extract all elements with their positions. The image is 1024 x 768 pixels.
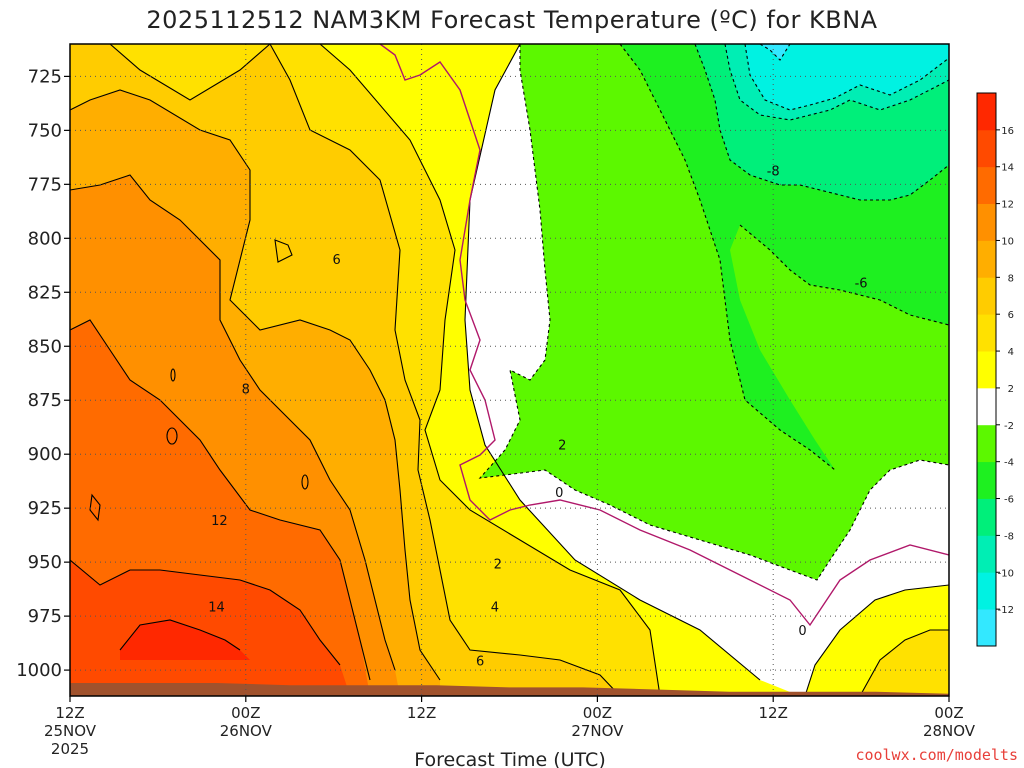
colorbar-swatch (977, 387, 996, 426)
colorbar-label: 12 (1001, 200, 1014, 211)
contour-label: 12 (211, 514, 228, 529)
x-tick-label: 28NOV (923, 722, 976, 740)
colorbar-swatch (977, 240, 996, 278)
colorbar-label: 6 (1008, 310, 1014, 321)
colorbar-label: -2 (1004, 421, 1014, 432)
y-tick-label: 900 (28, 444, 62, 465)
x-axis-label: Forecast Time (UTC) (414, 749, 605, 768)
colorbar-swatch (977, 351, 996, 389)
x-tick-label: 00Z (231, 704, 260, 722)
contour-label: 0 (798, 624, 806, 639)
x-tick-label: 25NOV (44, 722, 97, 740)
y-tick-label: 725 (28, 66, 62, 87)
chart-title: 2025112512 NAM3KM Forecast Temperature (… (146, 6, 877, 34)
contour-label: 0 (555, 486, 563, 501)
colorbar-swatch (977, 314, 996, 352)
colorbar: -12 -10 -8 -6 -4 -2 2 4 6 8 10 12 14 16 (976, 92, 1014, 647)
y-axis: 725 750 775 800 825 850 875 900 925 950 975 1000 (16, 66, 70, 681)
colorbar-swatch (977, 129, 996, 168)
ground-surface (70, 683, 949, 696)
y-tick-label: 1000 (16, 660, 62, 681)
contour-label: 8 (242, 382, 250, 397)
x-tick-label: 12Z (759, 704, 788, 722)
credit-text: coolwx.com/modelts (855, 746, 1018, 764)
colorbar-frame (976, 92, 997, 647)
colorbar-swatch (977, 498, 996, 536)
contour-label: 2 (558, 439, 566, 454)
y-tick-label: 750 (28, 120, 62, 141)
contour-label: -8 (767, 164, 780, 179)
colorbar-swatch (977, 203, 996, 241)
colorbar-label: -4 (1004, 458, 1014, 469)
colorbar-label: 8 (1008, 273, 1014, 284)
colorbar-swatch (977, 535, 996, 573)
x-tick-label: 2025 (51, 740, 89, 758)
colorbar-swatch (977, 166, 996, 204)
isotherm-lines (70, 44, 949, 696)
colorbar-label: -10 (998, 568, 1014, 579)
band-16-to-18 (120, 620, 250, 660)
contour-labels: 6 8 12 14 2 4 6 2 0 0 -8 -6 (208, 164, 868, 669)
grid-lines (70, 44, 949, 696)
contour-label: -6 (855, 277, 868, 292)
contour-label: 14 (208, 600, 225, 615)
negative-isotherms (478, 44, 949, 581)
colorbar-swatch (977, 424, 996, 463)
x-tick-label: 12Z (55, 704, 84, 722)
y-tick-label: 800 (28, 228, 62, 249)
band-late-4-to-6 (860, 630, 949, 696)
band-14-to-16 (70, 560, 350, 696)
colorbar-label: 4 (1008, 347, 1014, 358)
contour-label: 4 (491, 600, 499, 615)
x-tick-label: 00Z (583, 704, 612, 722)
x-tick-label: 27NOV (571, 722, 624, 740)
contour-label: 2 (494, 557, 502, 572)
colorbar-swatch (977, 93, 996, 131)
plot-frame (69, 43, 950, 697)
x-tick-label: 12Z (407, 704, 436, 722)
y-tick-label: 975 (28, 606, 62, 627)
contour-label: 6 (476, 654, 484, 669)
x-tick-label: 26NOV (220, 722, 273, 740)
y-tick-label: 825 (28, 282, 62, 303)
colorbar-swatch (977, 277, 996, 315)
y-tick-label: 925 (28, 498, 62, 519)
colorbar-swatch (977, 461, 996, 499)
temperature-field (70, 44, 949, 696)
y-tick-label: 950 (28, 552, 62, 573)
x-tick-label: 00Z (934, 704, 963, 722)
y-tick-label: 775 (28, 174, 62, 195)
band-m10-to-m12 (745, 44, 949, 110)
zero-isotherm (379, 44, 949, 627)
colorbar-label: -8 (1004, 531, 1014, 542)
colorbar-label: -6 (1004, 495, 1014, 506)
colorbar-label: -12 (998, 605, 1014, 616)
colorbar-label: 2 (1008, 384, 1014, 395)
colorbar-swatch (977, 572, 996, 610)
colorbar-label: 14 (1001, 163, 1014, 174)
y-tick-label: 850 (28, 336, 62, 357)
colorbar-swatch (977, 609, 996, 647)
y-tick-label: 875 (28, 390, 62, 411)
contour-label: 6 (332, 253, 340, 268)
colorbar-label: 16 (1001, 126, 1014, 137)
colorbar-label: 10 (1001, 236, 1014, 247)
